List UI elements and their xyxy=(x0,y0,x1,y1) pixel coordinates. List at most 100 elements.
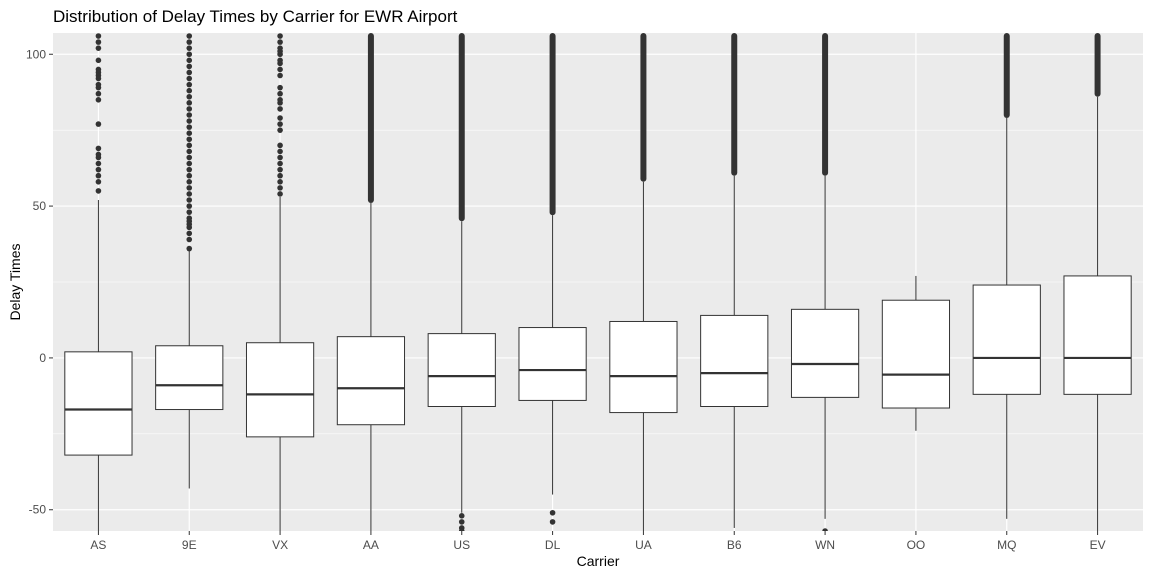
outlier-point xyxy=(186,87,193,94)
outlier-point xyxy=(186,75,193,82)
outlier-point xyxy=(186,245,193,252)
iqr-box xyxy=(881,299,951,409)
y-axis-title: Delay Times xyxy=(7,243,23,320)
outlier-point xyxy=(95,166,102,173)
outlier-point xyxy=(186,154,193,161)
outlier-point xyxy=(95,172,102,179)
outlier-point xyxy=(277,97,283,103)
outlier-point xyxy=(186,191,193,197)
outlier-point xyxy=(95,66,102,73)
outlier-point xyxy=(277,142,283,149)
outlier-point xyxy=(186,124,193,130)
outlier-band-high xyxy=(1003,33,1010,119)
outlier-point xyxy=(277,72,283,79)
outlier-point xyxy=(95,188,102,194)
iqr-box xyxy=(700,314,769,407)
y-tick-label: 100 xyxy=(26,47,46,61)
outlier-point xyxy=(186,166,193,173)
outlier-point xyxy=(186,93,193,100)
box-vx xyxy=(245,33,315,531)
x-tick-label-ua: UA xyxy=(635,538,652,552)
outlier-point xyxy=(458,513,465,519)
x-tick-label-as: AS xyxy=(90,538,106,552)
outlier-band-high xyxy=(822,33,829,176)
outlier-band-high xyxy=(458,33,465,222)
outlier-point xyxy=(95,81,102,88)
box-dl xyxy=(518,33,587,525)
outlier-point xyxy=(186,81,193,88)
outlier-point xyxy=(186,39,193,45)
x-tick-label-9e: 9E xyxy=(182,538,197,552)
outlier-point xyxy=(186,215,193,222)
outlier-point xyxy=(186,118,193,124)
iqr-box xyxy=(336,336,406,426)
outlier-point xyxy=(95,45,102,51)
outlier-point xyxy=(186,136,193,143)
outlier-point xyxy=(186,45,193,51)
iqr-box xyxy=(427,333,496,407)
iqr-box xyxy=(155,345,224,411)
outlier-point xyxy=(95,151,102,158)
outlier-point xyxy=(277,121,283,127)
chart-title: Distribution of Delay Times by Carrier f… xyxy=(53,7,458,26)
x-axis-ticks: AS 9E VX AA US DL UA B6 WN OO MQ EV xyxy=(90,531,1106,552)
outlier-point xyxy=(277,106,283,112)
x-tick-label-ev: EV xyxy=(1090,538,1106,552)
x-tick-label-mq: MQ xyxy=(997,538,1016,552)
outlier-point xyxy=(277,172,283,179)
outlier-point xyxy=(277,57,283,64)
outlier-point xyxy=(186,51,193,58)
outlier-point xyxy=(277,39,283,45)
y-tick-label: 50 xyxy=(33,199,47,213)
y-tick-label: 0 xyxy=(39,351,46,365)
y-tick-label: -50 xyxy=(29,503,47,517)
outlier-band-high xyxy=(1094,33,1101,97)
box-ua xyxy=(609,33,678,531)
outlier-band-high xyxy=(640,33,647,182)
box-9e xyxy=(155,33,224,489)
outlier-point xyxy=(277,115,283,121)
outlier-point xyxy=(277,154,283,161)
box-us xyxy=(427,33,496,531)
x-tick-label-dl: DL xyxy=(545,538,561,552)
iqr-box xyxy=(64,351,133,456)
outlier-point xyxy=(186,69,193,76)
outlier-point xyxy=(822,528,828,531)
iqr-box xyxy=(1063,275,1132,395)
outlier-point xyxy=(186,106,193,112)
outlier-point xyxy=(95,39,102,45)
x-tick-label-aa: AA xyxy=(363,538,379,552)
box-aa xyxy=(336,33,406,531)
outlier-point xyxy=(186,142,193,149)
outlier-point xyxy=(277,178,283,185)
x-axis-title: Carrier xyxy=(577,553,620,569)
iqr-box xyxy=(972,284,1041,395)
outlier-point xyxy=(186,230,193,237)
outlier-point xyxy=(95,178,102,185)
outlier-point xyxy=(277,90,283,97)
x-tick-label-vx: VX xyxy=(272,538,288,552)
outlier-point xyxy=(95,160,102,167)
box-as xyxy=(64,33,133,531)
box-wn xyxy=(790,33,860,531)
outlier-band-high xyxy=(731,33,738,176)
outlier-point xyxy=(95,145,102,152)
outlier-point xyxy=(549,509,556,516)
outlier-point xyxy=(95,33,102,39)
outlier-point xyxy=(277,127,283,133)
outlier-point xyxy=(458,528,465,531)
outlier-point xyxy=(277,148,283,155)
outlier-point xyxy=(186,236,193,243)
outlier-point xyxy=(95,57,102,64)
iqr-box xyxy=(518,327,587,401)
outlier-point xyxy=(186,57,193,64)
outlier-point xyxy=(186,178,193,185)
box-oo xyxy=(881,275,951,431)
outlier-point xyxy=(186,148,193,155)
iqr-box xyxy=(609,320,678,414)
outlier-point xyxy=(549,519,556,525)
outlier-point xyxy=(186,33,193,39)
boxes-layer xyxy=(64,33,1132,531)
outlier-point xyxy=(458,519,465,525)
